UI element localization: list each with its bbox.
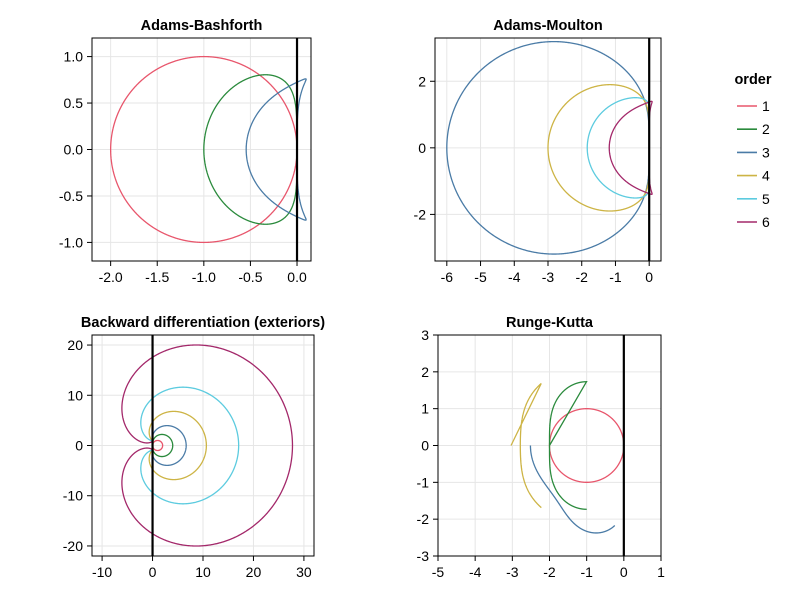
- y-tick-label: 0: [75, 438, 83, 454]
- y-tick-label: 0.0: [64, 142, 84, 158]
- series-line-order-4: [510, 382, 542, 509]
- legend-label: 2: [762, 121, 770, 137]
- x-tick-label: 30: [296, 564, 312, 580]
- y-tick-label: 2: [418, 73, 426, 89]
- x-tick-label: -6: [441, 269, 454, 285]
- x-tick-label: -2.0: [99, 269, 123, 285]
- chart-title: Adams-Bashforth: [141, 18, 263, 34]
- y-tick-label: 0: [421, 438, 429, 454]
- x-tick-label: -5: [432, 564, 445, 580]
- legend-label: 1: [762, 98, 770, 114]
- y-tick-label: -10: [63, 488, 83, 504]
- x-tick-label: 0: [620, 564, 628, 580]
- legend-label: 4: [762, 168, 770, 184]
- series-line-order-1: [109, 55, 298, 244]
- x-tick-label: -2: [543, 564, 556, 580]
- legend-item-6: 6: [737, 214, 770, 230]
- x-tick-label: -2: [576, 269, 589, 285]
- series-line-order-2: [203, 74, 298, 225]
- chart-panel-3: -10 0 10 20 30 -20 -10 0 10 20 Backward differenti…: [63, 315, 325, 580]
- y-tick-label: 0: [418, 140, 426, 156]
- tick-labels: -6 -5 -4 -3 -2 -1 0 -2 0 2: [414, 73, 654, 285]
- chart-panel-1: -2.0 -1.5 -1.0 -0.5 0.0 -1.0 -0.5 0.0 0.5 1.0 Adam…: [59, 18, 312, 285]
- x-tick-label: -4: [508, 269, 521, 285]
- y-tick-label: -0.5: [59, 188, 83, 204]
- x-tick-label: 0.0: [287, 269, 307, 285]
- tick-labels: -2.0 -1.5 -1.0 -0.5 0.0 -1.0 -0.5 0.0 0.5 1.0: [59, 49, 307, 285]
- tick-labels: -5 -4 -3 -2 -1 0 1 -3 -2 -1 0 1 2 3: [417, 327, 666, 580]
- grid: [92, 38, 311, 261]
- x-tick-label: 20: [246, 564, 262, 580]
- legend-label: 3: [762, 144, 770, 160]
- y-tick-label: 10: [67, 387, 83, 403]
- legend-label: 5: [762, 191, 770, 207]
- legend-item-2: 2: [737, 121, 770, 137]
- x-tick-label: -4: [469, 564, 482, 580]
- series-group: [510, 381, 625, 534]
- x-tick-label: 0: [645, 269, 653, 285]
- y-tick-label: 20: [67, 337, 83, 353]
- y-tick-label: 3: [421, 327, 429, 343]
- x-tick-label: -3: [506, 564, 519, 580]
- y-tick-label: 0.5: [64, 95, 84, 111]
- legend-entries: 1 2 3 4 5 6: [737, 98, 770, 230]
- series-group: [109, 55, 307, 244]
- legend-item-5: 5: [737, 191, 770, 207]
- x-tick-label: -5: [474, 269, 487, 285]
- x-tick-label: -1: [609, 269, 622, 285]
- grid: [92, 335, 314, 556]
- chart-title: Backward differentiation (exteriors): [81, 315, 325, 331]
- series-line-order-3: [245, 78, 307, 221]
- chart-panel-2: -6 -5 -4 -3 -2 -1 0 -2 0 2 Adams-Moulton: [414, 18, 662, 285]
- series-line-order-3: [529, 445, 616, 534]
- x-tick-label: -1.0: [192, 269, 216, 285]
- series-line-order-2: [548, 381, 588, 510]
- y-tick-label: -1.0: [59, 234, 83, 250]
- x-tick-label: 1: [657, 564, 665, 580]
- series-line-order-1: [151, 439, 164, 452]
- series-line-order-2: [151, 433, 174, 458]
- legend-item-4: 4: [737, 168, 770, 184]
- x-tick-label: 10: [195, 564, 211, 580]
- y-tick-label: -20: [63, 538, 83, 554]
- chart-panel-4: -5 -4 -3 -2 -1 0 1 -3 -2 -1 0 1 2 3 Runge-Kutta: [417, 315, 666, 580]
- y-tick-label: 1.0: [64, 49, 84, 65]
- x-tick-label: 0: [149, 564, 157, 580]
- tick-labels: -10 0 10 20 30 -20 -10 0 10 20: [63, 337, 312, 580]
- y-tick-label: -3: [417, 548, 430, 564]
- x-tick-label: -0.5: [238, 269, 262, 285]
- x-tick-label: -1: [580, 564, 593, 580]
- series-line-order-3: [446, 40, 650, 255]
- x-tick-label: -3: [542, 269, 555, 285]
- legend: order 1 2 3 4 5 6: [734, 72, 771, 230]
- x-tick-label: -10: [92, 564, 112, 580]
- y-tick-label: -1: [417, 474, 430, 490]
- legend-label: 6: [762, 214, 770, 230]
- legend-title: order: [734, 72, 771, 88]
- y-tick-label: -2: [414, 206, 427, 222]
- x-tick-label: -1.5: [145, 269, 169, 285]
- y-tick-label: 2: [421, 364, 429, 380]
- legend-item-3: 3: [737, 144, 770, 160]
- legend-item-1: 1: [737, 98, 770, 114]
- chart-panels: -2.0 -1.5 -1.0 -0.5 0.0 -1.0 -0.5 0.0 0.5 1.0 Adam…: [59, 18, 665, 580]
- y-tick-label: -2: [417, 511, 430, 527]
- y-tick-label: 1: [421, 401, 429, 417]
- chart-title: Runge-Kutta: [506, 315, 594, 331]
- chart-title: Adams-Moulton: [493, 18, 603, 34]
